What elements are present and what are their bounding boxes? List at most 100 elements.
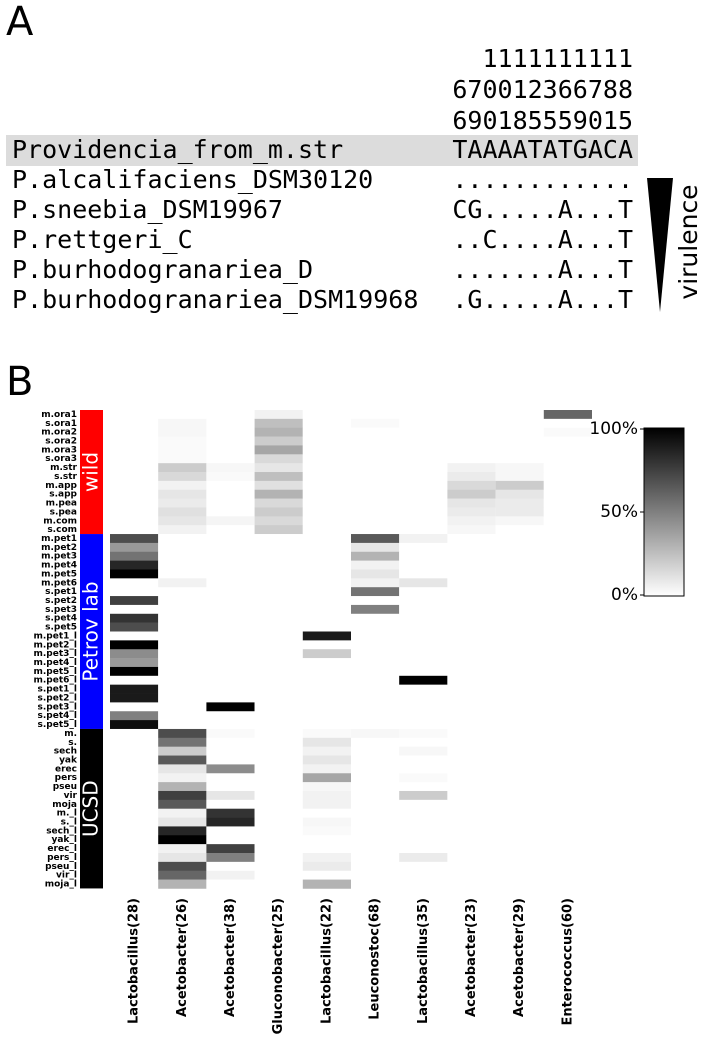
- cell: [158, 826, 207, 836]
- cell: [399, 418, 448, 429]
- cell: [254, 631, 303, 641]
- cell: [399, 489, 448, 499]
- cell: [254, 853, 303, 863]
- cell: [254, 782, 303, 792]
- cell: [399, 480, 448, 491]
- cell: [495, 684, 544, 694]
- cell: [399, 604, 448, 615]
- cell: [495, 569, 544, 579]
- cell: [447, 640, 496, 650]
- cell: [206, 649, 255, 659]
- cell: [399, 631, 448, 641]
- cell: [206, 879, 255, 889]
- cell: [543, 578, 592, 588]
- cell: [351, 826, 400, 836]
- annotation: virulence: [674, 184, 703, 299]
- cell: [158, 790, 207, 801]
- cell: [447, 764, 496, 774]
- cell: [158, 693, 207, 703]
- cell: [447, 879, 496, 889]
- row-label: m.pet6_l: [34, 676, 78, 686]
- cell: [254, 498, 303, 508]
- cell: [495, 835, 544, 845]
- cell: [302, 560, 351, 570]
- cell: [158, 808, 207, 818]
- cell: [302, 489, 351, 499]
- row-label: yak_l: [51, 835, 77, 845]
- cell: [158, 853, 207, 863]
- cell: [447, 427, 496, 437]
- cell: [399, 879, 448, 889]
- cell: [158, 684, 207, 694]
- cell: [254, 560, 303, 570]
- cell: [399, 596, 448, 606]
- row-label: erec_l: [47, 844, 77, 854]
- cell: [110, 418, 159, 429]
- cell: [110, 596, 159, 606]
- cell: [351, 569, 400, 579]
- cell: [495, 782, 544, 792]
- cell: [399, 737, 448, 747]
- cell: [110, 649, 159, 659]
- cell: [302, 480, 351, 491]
- cell: [302, 870, 351, 880]
- row-label: s.pea: [50, 507, 77, 517]
- cell: [495, 622, 544, 632]
- cell: [206, 870, 255, 880]
- cell: [447, 622, 496, 632]
- cell: [254, 463, 303, 473]
- cell: [158, 640, 207, 650]
- cell: [302, 817, 351, 827]
- row-label: m.pet1_l: [34, 631, 78, 641]
- cell: [351, 711, 400, 721]
- cell: [351, 631, 400, 641]
- cell: [302, 773, 351, 783]
- cell: [495, 525, 544, 535]
- cell: [110, 817, 159, 827]
- cell: [206, 454, 255, 464]
- cell: [351, 516, 400, 526]
- row-label: pers_l: [47, 853, 77, 863]
- cell: [351, 578, 400, 588]
- cell: [351, 463, 400, 473]
- cell: [543, 720, 592, 730]
- cell: [399, 445, 448, 455]
- cell: [399, 870, 448, 880]
- cell: [254, 410, 303, 420]
- cell: [302, 711, 351, 721]
- row-label: s.pet5_l: [38, 720, 77, 730]
- cell: [447, 507, 496, 517]
- cell: [351, 498, 400, 508]
- cell: [158, 418, 207, 429]
- cell: [351, 790, 400, 801]
- group-name: wild: [79, 452, 103, 492]
- cell: [158, 525, 207, 535]
- cell: [254, 728, 303, 739]
- cell: [110, 551, 159, 561]
- cell: [495, 790, 544, 801]
- group-bar: [80, 534, 103, 729]
- strain-name: P.sneebia_DSM19967: [12, 195, 283, 224]
- cell: [399, 746, 448, 756]
- cell: [302, 853, 351, 863]
- cell: [254, 658, 303, 668]
- cell: [206, 613, 255, 623]
- cell: [206, 534, 255, 544]
- cell: [158, 622, 207, 632]
- cell: [302, 463, 351, 473]
- cell: [399, 569, 448, 579]
- cell: [254, 436, 303, 446]
- cell: [302, 569, 351, 579]
- cell: [110, 808, 159, 818]
- cell: [254, 693, 303, 703]
- cell: [254, 427, 303, 437]
- cell: [351, 596, 400, 606]
- cell: [543, 790, 592, 801]
- cell: [302, 410, 351, 420]
- cell: [302, 764, 351, 774]
- cell: [543, 445, 592, 455]
- cell: [302, 649, 351, 659]
- cell: [399, 649, 448, 659]
- row-label: m.pet3: [41, 552, 77, 562]
- cell: [543, 746, 592, 756]
